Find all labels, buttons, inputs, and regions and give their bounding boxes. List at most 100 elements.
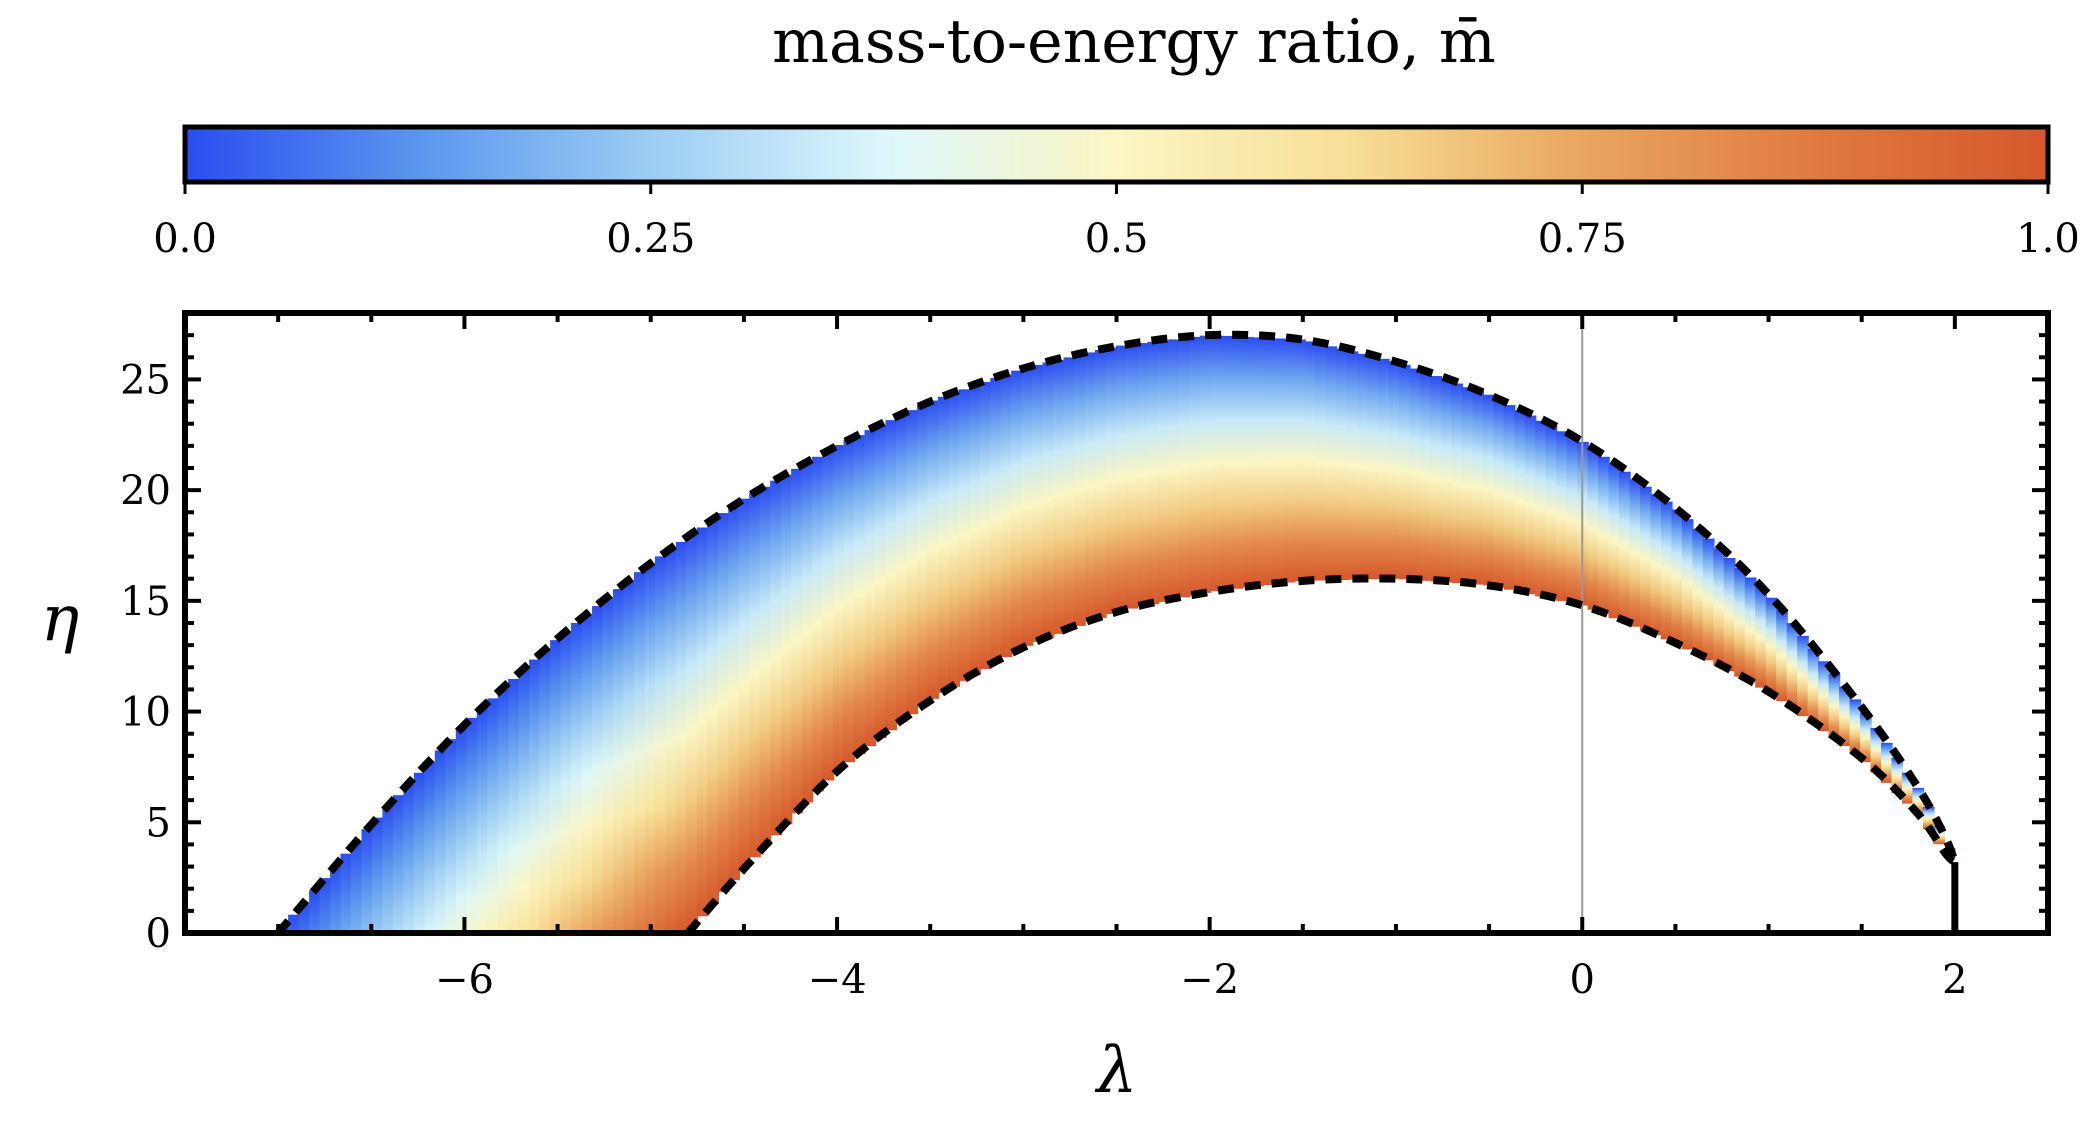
region-strip (1860, 712, 1872, 763)
region-strip (1786, 623, 1799, 709)
region-strip (654, 556, 667, 933)
region-strip (1220, 335, 1233, 590)
region-strip (1377, 358, 1390, 580)
region-strip (1210, 335, 1222, 592)
filled-region (277, 335, 1956, 933)
colorbar (182, 124, 2051, 185)
region-strip (392, 795, 405, 933)
lower-boundary-curve (684, 574, 1958, 936)
region-strip (550, 640, 562, 933)
region-strip (696, 527, 709, 917)
region-strip (309, 890, 321, 933)
region-strip (906, 410, 919, 715)
y-tick-label: 20 (120, 468, 171, 514)
region-strip (958, 389, 971, 681)
region-strip (1147, 341, 1160, 605)
region-strip (895, 415, 908, 723)
region-strip (518, 669, 531, 933)
region-strip (539, 649, 552, 933)
region-strip (288, 914, 300, 933)
region-strip (812, 456, 824, 792)
region-strip (1713, 548, 1726, 666)
region-strip (1639, 486, 1652, 631)
region-strip (612, 589, 625, 933)
region-strip (1325, 346, 1338, 581)
region-strip (1912, 787, 1925, 815)
region-strip (1231, 336, 1243, 589)
region-strip (455, 727, 468, 933)
region-strip (1524, 415, 1537, 595)
region-strip (592, 606, 604, 933)
region-strip (1000, 374, 1013, 657)
region-strip (1598, 456, 1610, 614)
region-strip (707, 520, 719, 905)
y-tick-label: 15 (120, 579, 171, 625)
region-strip (403, 784, 416, 933)
region-strip (979, 381, 992, 669)
region-strip (1545, 426, 1558, 599)
region-strip (937, 396, 950, 693)
colorbar-title: mass-to-energy ratio, m̄ (772, 7, 1496, 77)
region-strip (508, 678, 520, 933)
region-strip (864, 430, 877, 747)
axis-ticks (183, 311, 2050, 935)
region-strip (1765, 597, 1778, 694)
region-strip (1514, 410, 1526, 592)
region-strip (874, 425, 887, 739)
region-strip (1283, 338, 1296, 583)
region-strip (1053, 359, 1065, 634)
region-strip (770, 480, 782, 836)
region-strip (434, 750, 447, 933)
x-tick-label: 0 (1570, 957, 1595, 1003)
region-strip (916, 405, 929, 707)
region-strip (1126, 344, 1139, 609)
region-strip (298, 902, 311, 933)
region-strip (1084, 352, 1097, 622)
x-tick-label: 2 (1942, 957, 1967, 1003)
region-strip (885, 420, 898, 731)
y-axis-label: η (41, 582, 79, 656)
y-tick-label: 10 (120, 690, 171, 736)
region-strip (822, 450, 835, 781)
region-strip (1157, 340, 1170, 602)
region-strip (1891, 757, 1904, 794)
colorbar-tick-label: 0.0 (153, 216, 217, 262)
region-strip (1199, 335, 1212, 593)
region-strip (686, 534, 699, 929)
region-strip (644, 563, 657, 933)
region-strip (351, 841, 363, 933)
region-strip (728, 505, 740, 881)
region-strip (1189, 336, 1202, 596)
region-strip (1933, 826, 1946, 845)
region-strip (382, 806, 395, 933)
region-strip (330, 865, 342, 933)
region-strip (1294, 339, 1306, 582)
region-strip (1870, 727, 1883, 773)
region-strip (1346, 351, 1359, 580)
y-tick-label: 0 (146, 911, 171, 957)
region-strip (466, 717, 478, 933)
region-strip (424, 761, 437, 933)
x-tick-label: −4 (808, 957, 867, 1003)
region-strip (1734, 567, 1746, 677)
region-strip (1419, 372, 1432, 581)
region-strip (1681, 519, 1694, 650)
upper-boundary-curve (275, 330, 1959, 936)
region-strip (1461, 387, 1474, 584)
region-strip (1619, 471, 1631, 623)
region-strip (560, 631, 573, 933)
region-strip (1252, 337, 1264, 587)
region-strip (854, 435, 866, 755)
y-tick-label: 25 (120, 357, 171, 403)
region-strip (1095, 349, 1107, 618)
region-strip (602, 597, 615, 933)
x-tick-label: −6 (435, 957, 494, 1003)
colorbar-tick-label: 0.5 (1085, 216, 1149, 262)
region-strip (801, 462, 814, 803)
region-strip (497, 688, 510, 933)
region-strip (665, 549, 678, 933)
region-strip (969, 385, 981, 675)
region-strip (1556, 431, 1568, 601)
region-strip (1839, 686, 1851, 747)
colorbar-tick-label: 1.0 (2016, 216, 2080, 262)
